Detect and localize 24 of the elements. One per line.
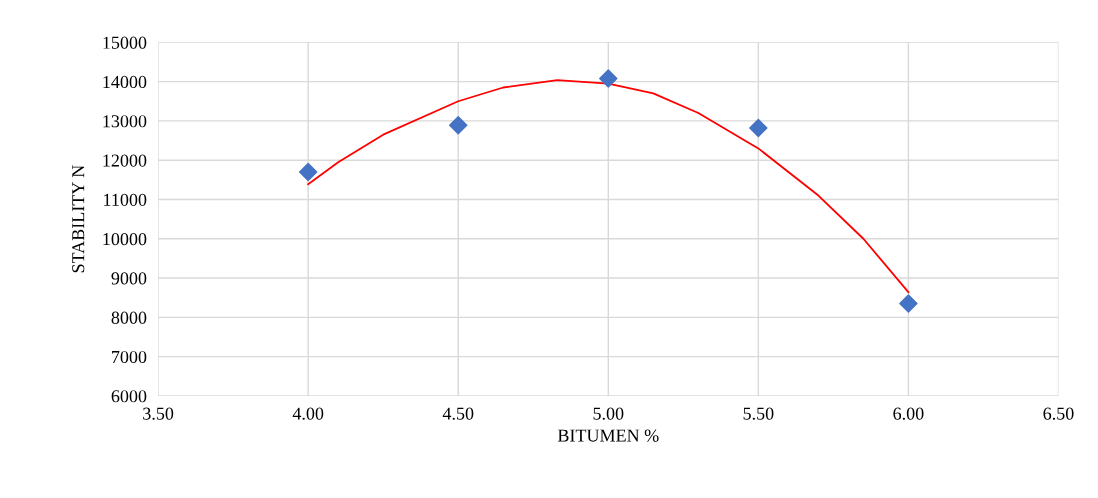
y-axis-title: STABILITY N <box>72 165 85 273</box>
y-tick-label: 9000 <box>111 272 147 285</box>
x-tick-label: 5.00 <box>593 407 624 420</box>
y-tick-label: 8000 <box>111 311 147 324</box>
y-tick-label: 13000 <box>103 115 147 128</box>
x-tick-label: 3.50 <box>143 407 174 420</box>
y-tick-label: 14000 <box>103 75 147 89</box>
x-tick-label: 5.50 <box>743 407 774 420</box>
point <box>899 294 918 313</box>
y-tick-label: 12000 <box>103 154 147 167</box>
y-tick-label: 11000 <box>104 193 147 206</box>
y-tick-label: 15000 <box>103 36 147 49</box>
y-tick-label: 6000 <box>111 390 147 403</box>
y-tick-label: 10000 <box>103 233 147 246</box>
x-tick-label: 6.00 <box>893 407 924 420</box>
x-axis-title: BITUMEN % <box>557 429 659 442</box>
x-tick-label: 4.00 <box>292 407 324 420</box>
point <box>449 116 468 135</box>
y-tick-label: 7000 <box>112 350 147 364</box>
point <box>749 118 768 138</box>
point <box>298 162 318 182</box>
x-tick-label: 6.50 <box>1043 407 1074 420</box>
x-tick-label: 4.50 <box>442 407 474 420</box>
point <box>599 69 618 88</box>
